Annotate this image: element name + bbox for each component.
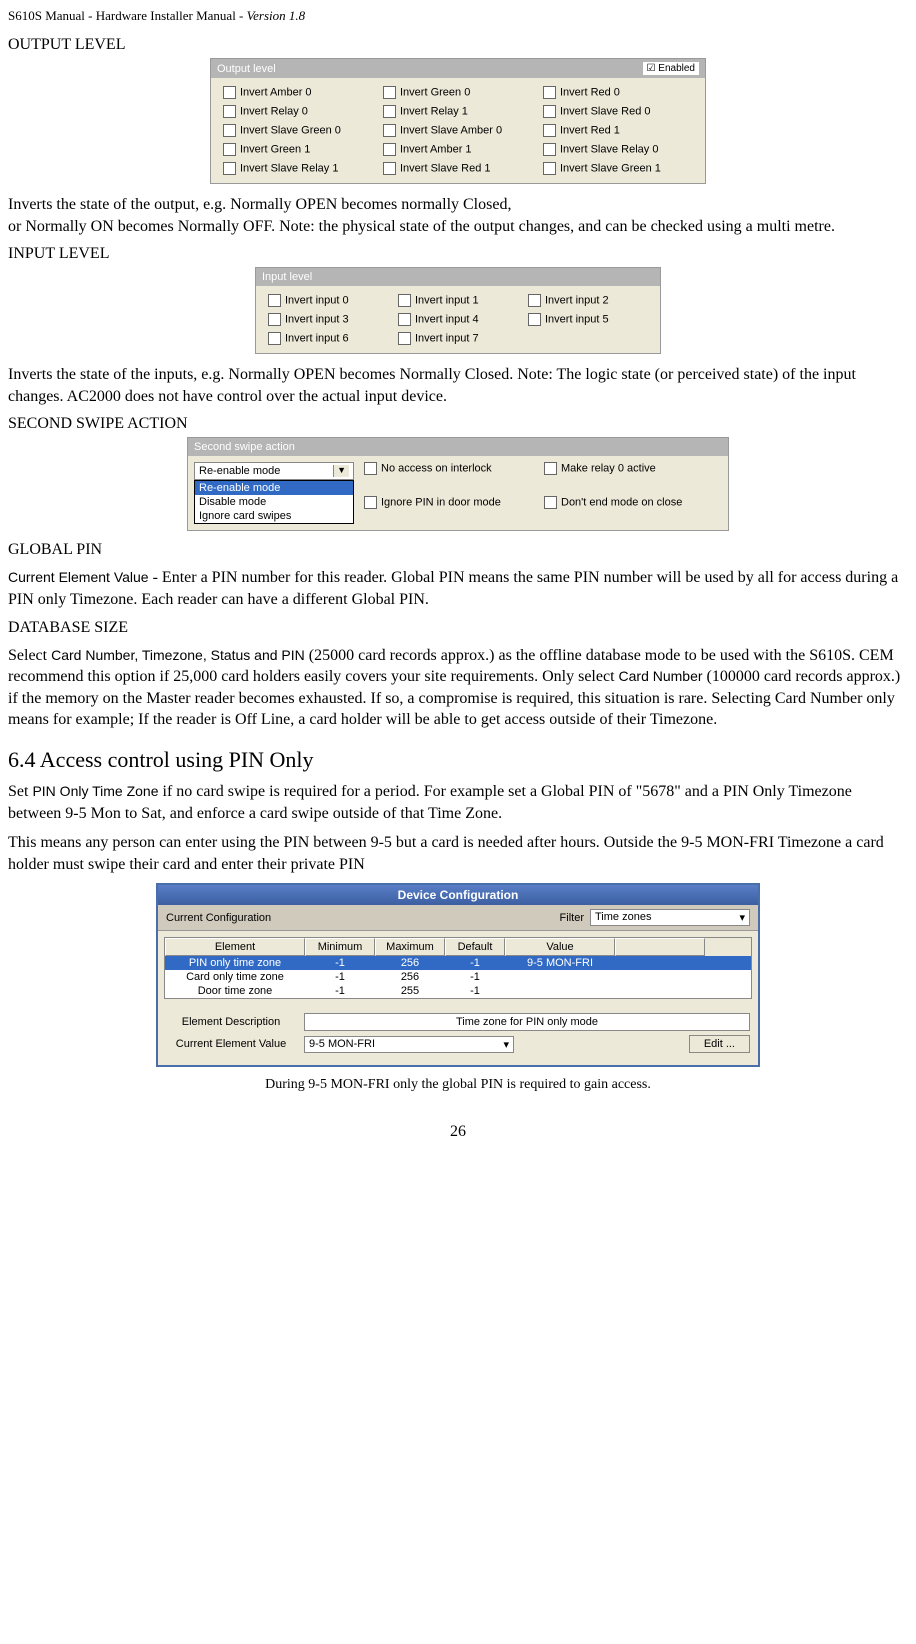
current-config-label: Current Configuration	[166, 912, 271, 924]
section-6-4-heading: 6.4 Access control using PIN Only	[8, 747, 908, 773]
section-6-4-body1: Set PIN Only Time Zone if no card swipe …	[8, 781, 908, 824]
edit-button[interactable]: Edit ...	[689, 1035, 750, 1053]
dropdown-option[interactable]: Disable mode	[195, 495, 353, 509]
swipe-checkbox[interactable]: Don't end mode on close	[544, 496, 714, 524]
output-checkbox[interactable]: Invert Relay 0	[223, 105, 373, 118]
column-header: Element	[165, 938, 305, 956]
database-size-body: Select Card Number, Timezone, Status and…	[8, 645, 908, 731]
global-pin-label: GLOBAL PIN	[8, 541, 908, 559]
input-checkbox[interactable]: Invert input 3	[268, 313, 388, 326]
chevron-down-icon: ▾	[503, 1038, 509, 1051]
table-row[interactable]: Card only time zone-1256-1	[165, 970, 751, 984]
desc-input[interactable]: Time zone for PIN only mode	[304, 1013, 750, 1031]
panel-title-text: Second swipe action	[188, 438, 728, 456]
input-checkbox[interactable]: Invert input 1	[398, 294, 518, 307]
output-checkbox[interactable]: Invert Green 1	[223, 143, 373, 156]
output-level-label: OUTPUT LEVEL	[8, 36, 908, 54]
output-level-panel: Output level ☑ Enabled Invert Amber 0 Inv…	[210, 58, 706, 184]
global-pin-body: Current Element Value - Enter a PIN numb…	[8, 567, 908, 610]
table-row[interactable]: Door time zone-1255-1	[165, 984, 751, 998]
input-checkbox[interactable]: Invert input 4	[398, 313, 518, 326]
subtitle: - Hardware Installer Manual -	[88, 8, 243, 23]
swipe-mode-dropdown[interactable]: Re-enable mode ▼ Re-enable modeDisable m…	[194, 462, 354, 524]
input-level-body: Inverts the state of the inputs, e.g. No…	[8, 364, 908, 407]
value-dropdown[interactable]: 9-5 MON-FRI ▾	[304, 1036, 514, 1053]
dropdown-option[interactable]: Re-enable mode	[195, 481, 353, 495]
input-level-label: INPUT LEVEL	[8, 245, 908, 263]
chevron-down-icon: ▾	[739, 911, 745, 924]
val-label: Current Element Value	[166, 1038, 296, 1050]
output-checkbox[interactable]: Invert Red 1	[543, 124, 693, 137]
table-row[interactable]: PIN only time zone-1256-19-5 MON-FRI	[165, 956, 751, 970]
chevron-down-icon: ▼	[333, 465, 349, 477]
filter-label: Filter	[560, 912, 584, 924]
version: Version 1.8	[247, 8, 306, 23]
figure-caption: During 9-5 MON-FRI only the global PIN i…	[8, 1077, 908, 1093]
manual-name: S610S Manual	[8, 8, 85, 23]
section-6-4-body2: This means any person can enter using th…	[8, 832, 908, 875]
output-checkbox[interactable]: Invert Red 0	[543, 86, 693, 99]
output-checkbox[interactable]: Invert Slave Green 0	[223, 124, 373, 137]
output-checkbox[interactable]: Invert Slave Amber 0	[383, 124, 533, 137]
column-header: Maximum	[375, 938, 445, 956]
desc-label: Element Description	[166, 1016, 296, 1028]
input-level-panel: Input level Invert input 0 Invert input 1…	[255, 267, 661, 354]
output-checkbox[interactable]: Invert Amber 0	[223, 86, 373, 99]
swipe-checkbox[interactable]: Make relay 0 active	[544, 462, 714, 490]
output-checkbox[interactable]: Invert Amber 1	[383, 143, 533, 156]
column-header: Value	[505, 938, 615, 956]
column-header: Minimum	[305, 938, 375, 956]
second-swipe-label: SECOND SWIPE ACTION	[8, 415, 908, 433]
output-checkbox[interactable]: Invert Slave Red 1	[383, 162, 533, 175]
second-swipe-panel: Second swipe action Re-enable mode ▼ Re-…	[187, 437, 729, 531]
output-checkbox[interactable]: Invert Slave Relay 0	[543, 143, 693, 156]
output-checkbox[interactable]: Invert Relay 1	[383, 105, 533, 118]
page-number: 26	[8, 1123, 908, 1141]
panel-title-text: Output level	[217, 63, 276, 75]
output-checkbox[interactable]: Invert Slave Relay 1	[223, 162, 373, 175]
database-size-label: DATABASE SIZE	[8, 619, 908, 637]
config-table: ElementMinimumMaximumDefaultValue PIN on…	[164, 937, 752, 999]
panel-title-text: Input level	[256, 268, 660, 286]
filter-dropdown[interactable]: Time zones ▾	[590, 909, 750, 926]
input-checkbox[interactable]: Invert input 0	[268, 294, 388, 307]
input-checkbox[interactable]: Invert input 7	[398, 332, 518, 345]
input-checkbox[interactable]: Invert input 6	[268, 332, 388, 345]
output-checkbox[interactable]: Invert Slave Red 0	[543, 105, 693, 118]
swipe-checkbox[interactable]: No access on interlock	[364, 462, 534, 490]
input-checkbox[interactable]: Invert input 5	[528, 313, 648, 326]
dropdown-option[interactable]: Ignore card swipes	[195, 509, 353, 523]
output-level-body: Inverts the state of the output, e.g. No…	[8, 194, 908, 237]
page-header: S610S Manual - Hardware Installer Manual…	[8, 8, 908, 24]
output-checkbox[interactable]: Invert Green 0	[383, 86, 533, 99]
input-checkbox[interactable]: Invert input 2	[528, 294, 648, 307]
column-header: Default	[445, 938, 505, 956]
swipe-checkbox[interactable]: Ignore PIN in door mode	[364, 496, 534, 524]
output-checkbox[interactable]: Invert Slave Green 1	[543, 162, 693, 175]
window-title: Device Configuration	[158, 885, 758, 905]
device-config-window: Device Configuration Current Configurati…	[156, 883, 760, 1067]
enabled-checkbox[interactable]: ☑ Enabled	[643, 62, 699, 75]
